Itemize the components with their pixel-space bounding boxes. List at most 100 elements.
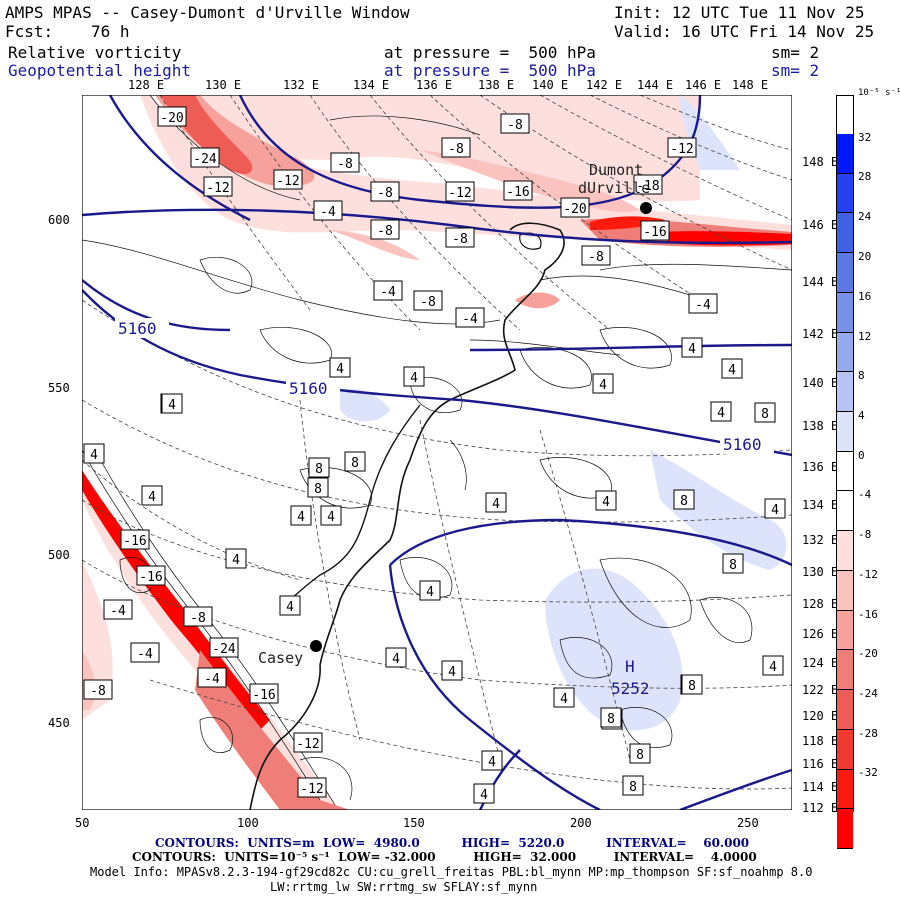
vort-label: -12 xyxy=(206,181,229,196)
colorbar-tick: 24 xyxy=(858,210,872,223)
top-lon-label: 148 E xyxy=(732,78,769,92)
colorbar-tick: 20 xyxy=(858,250,872,263)
colorbar-segment xyxy=(837,412,853,452)
colorbar-tick: -4 xyxy=(858,488,872,501)
right-lon-label: 120 E xyxy=(802,709,839,723)
map-title: AMPS MPAS -- Casey-Dumont d'Urville Wind… xyxy=(5,3,410,22)
colorbar-segment xyxy=(837,134,853,174)
right-lon-label: 142 E xyxy=(802,327,839,341)
vort-label: -12 xyxy=(276,174,299,189)
colorbar-tick: 32 xyxy=(858,131,872,144)
colorbar-tick: -32 xyxy=(858,766,878,779)
right-lon-label: 124 E xyxy=(802,656,839,670)
colorbar-tick: 28 xyxy=(858,170,872,183)
vort-label: -12 xyxy=(296,737,319,752)
vort-label: 4 xyxy=(599,378,607,393)
vort-label: -8 xyxy=(452,232,468,247)
colorbar-segment xyxy=(837,610,853,651)
high-letter: H xyxy=(625,657,635,676)
vort-label: 4 xyxy=(728,363,736,378)
vort-label: -4 xyxy=(110,604,126,619)
top-lon-label: 132 E xyxy=(283,78,320,92)
field1-name: Relative vorticity xyxy=(8,43,182,62)
forecast-label: Fcst: xyxy=(5,22,54,41)
height-label: 5160 xyxy=(118,319,157,338)
top-lon-label: 142 E xyxy=(586,78,623,92)
vort-label: -12 xyxy=(448,186,471,201)
colorbar-segment xyxy=(837,650,853,691)
vort-label: 8 xyxy=(315,462,323,477)
station-label: dUrville xyxy=(578,179,650,197)
field1-level: at pressure = 500 hPa xyxy=(384,43,596,62)
colorbar-segment xyxy=(837,372,853,413)
vort-label: 4 xyxy=(148,490,156,505)
forecast-hours: 76 h xyxy=(91,22,130,41)
vort-label: 8 xyxy=(636,748,644,763)
vort-label: 4 xyxy=(769,660,777,675)
vorticity-contour-info: CONTOURS: UNITS=10⁻⁵ s⁻¹ LOW= -32.000 HI… xyxy=(132,850,757,864)
vort-label: 4 xyxy=(560,692,568,707)
x-axis-label: 250 xyxy=(737,816,759,830)
top-lon-label: 128 E xyxy=(128,78,165,92)
right-lon-label: 130 E xyxy=(802,565,839,579)
vort-label: 4 xyxy=(327,510,335,525)
field2-smoothing: sm= 2 xyxy=(771,61,820,80)
vort-label: -4 xyxy=(137,647,153,662)
colorbar-segment xyxy=(837,531,853,571)
colorbar-segment xyxy=(837,253,853,293)
height-label: 5160 xyxy=(723,435,762,454)
right-lon-label: 136 E xyxy=(802,460,839,474)
station-marker-icon xyxy=(310,640,322,652)
colorbar-tick: -12 xyxy=(858,568,878,581)
vort-label: -8 xyxy=(377,186,393,201)
station-label: Dumont xyxy=(589,161,643,179)
colorbar-tick: 16 xyxy=(858,290,872,303)
right-lon-label: 126 E xyxy=(802,627,839,641)
colorbar-tick: 4 xyxy=(858,409,865,422)
colorbar-segment xyxy=(837,451,853,492)
top-lon-label: 136 E xyxy=(416,78,453,92)
top-lon-label: 130 E xyxy=(205,78,242,92)
x-axis-label: 50 xyxy=(75,816,90,830)
vort-label: 8 xyxy=(761,407,769,422)
y-axis-label: 550 xyxy=(48,381,70,395)
colorbar-units: 10⁻⁵ s⁻¹ xyxy=(858,88,900,98)
right-lon-label: 118 E xyxy=(802,734,839,748)
right-lon-label: 132 E xyxy=(802,533,839,547)
vort-label: -4 xyxy=(320,205,336,220)
vort-label: -8 xyxy=(90,684,106,699)
colorbar-segment xyxy=(837,491,853,532)
vort-label: 4 xyxy=(480,788,488,803)
vort-label: -16 xyxy=(506,185,529,200)
vort-label: -24 xyxy=(193,152,217,167)
station-dumont-durville: Dumont dUrville xyxy=(578,161,652,214)
vort-label: -4 xyxy=(204,672,220,687)
vort-label: 8 xyxy=(688,679,696,694)
right-lon-label: 128 E xyxy=(802,597,839,611)
colorbar-tick: 0 xyxy=(858,449,865,462)
vort-label: -8 xyxy=(420,295,436,310)
antarctic-coastline xyxy=(249,222,565,810)
right-lon-label: 146 E xyxy=(802,218,839,232)
vort-label: -16 xyxy=(643,225,666,240)
vort-label: -8 xyxy=(507,118,523,133)
vort-label: -20 xyxy=(563,202,586,217)
height-contour-info: CONTOURS: UNITS=m LOW= 4980.0 HIGH= 5220… xyxy=(155,836,750,850)
colorbar-segment xyxy=(837,729,853,770)
vort-label: -16 xyxy=(252,688,275,703)
vort-label: 4 xyxy=(392,652,400,667)
top-lon-label: 146 E xyxy=(685,78,722,92)
colorbar-segment xyxy=(837,173,853,214)
model-info: Model Info: MPASv8.2.3-194-gf29cd82c CU:… xyxy=(90,865,813,879)
right-lon-label: 122 E xyxy=(802,683,839,697)
vort-label: 8 xyxy=(351,456,359,471)
vort-label: -8 xyxy=(337,157,353,172)
vort-label: -16 xyxy=(139,570,162,585)
vort-label: -8 xyxy=(190,611,206,626)
vort-label: 4 xyxy=(688,342,696,357)
vort-label: -18 xyxy=(636,179,659,194)
colorbar-segment xyxy=(837,769,853,810)
colorbar xyxy=(836,95,854,849)
contour-labels: -20 -24 -12 -12 -8 -4 -8 -8 -8 -12 -16 -… xyxy=(83,106,786,804)
colorbar-tick: -28 xyxy=(858,727,878,740)
